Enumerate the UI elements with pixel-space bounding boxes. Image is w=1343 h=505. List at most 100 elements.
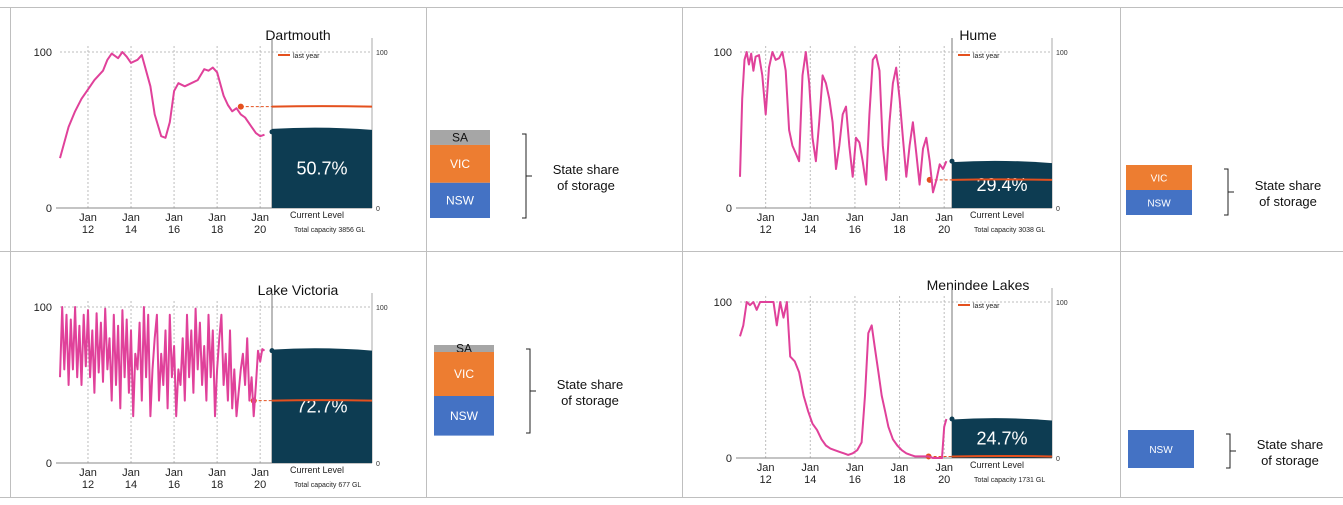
current-level-label: Current Level — [290, 210, 344, 220]
current-level-marker — [949, 416, 955, 422]
dartmouth-state-share: SA VIC NSW State share of storage — [428, 120, 658, 248]
storage-level-line — [59, 306, 266, 418]
grid-line — [0, 7, 1343, 8]
state-share-bracket — [526, 348, 536, 434]
x-tick-label: Jan — [757, 462, 775, 474]
x-tick-label: 18 — [211, 479, 223, 491]
y-tick-label: 0 — [726, 453, 732, 465]
grid-line — [426, 7, 427, 498]
state-share-segment — [434, 345, 494, 352]
grid-line — [0, 497, 1343, 498]
current-level-label: Current Level — [970, 460, 1024, 470]
current-level-label: Current Level — [290, 465, 344, 475]
x-tick-label: 20 — [254, 479, 266, 491]
y-tick-label: 100 — [34, 47, 52, 59]
x-tick-label: Jan — [846, 212, 864, 224]
total-capacity: Total capacity 3856 GL — [294, 227, 365, 234]
x-tick-label: 12 — [82, 479, 94, 491]
x-tick-label: 20 — [938, 224, 950, 236]
x-tick-label: Jan — [122, 467, 140, 479]
state-share-title: of storage — [557, 178, 615, 193]
x-tick-label: Jan — [935, 462, 953, 474]
state-share-label: NSW — [450, 409, 479, 423]
state-share-title: State share — [553, 162, 620, 177]
current-level-fill — [952, 418, 1052, 458]
hume-state-share: VIC NSW State share of storage — [1124, 155, 1343, 245]
state-share-label: SA — [452, 130, 468, 144]
state-share-title: of storage — [1259, 194, 1317, 209]
current-level-value: 29.4% — [976, 175, 1027, 195]
state-share-segment — [434, 352, 494, 396]
x-tick-label: Jan — [891, 212, 909, 224]
x-tick-label: Jan — [122, 212, 140, 224]
right-tick-label: 0 — [1056, 456, 1060, 463]
y-tick-label: 100 — [34, 302, 52, 314]
state-share-segment — [1126, 165, 1192, 190]
current-level-fill — [952, 160, 1052, 208]
x-tick-label: Jan — [846, 462, 864, 474]
current-level-fill — [272, 348, 372, 463]
legend-label: last year — [973, 303, 1000, 310]
x-tick-label: 14 — [804, 224, 816, 236]
total-capacity: Total capacity 677 GL — [294, 482, 361, 489]
last-year-marker — [237, 103, 244, 110]
lake-victoria-state-share: SA VIC NSW State share of storage — [432, 335, 662, 463]
hume-chart-panel: Hume Jan 12 Jan 14 Jan 16 Jan 18 Jan 20 0 100 100 0 29.… — [700, 20, 1100, 250]
right-tick-label: 0 — [376, 461, 380, 468]
state-share-title: of storage — [1261, 453, 1319, 468]
x-tick-label: Jan — [891, 462, 909, 474]
chart-svg: Lake VictoriaJan12Jan14Jan16Jan18Jan2001… — [34, 282, 388, 491]
x-tick-label: Jan — [251, 212, 269, 224]
state-share-segment — [430, 130, 490, 145]
x-tick-label: 12 — [760, 474, 772, 486]
x-tick-label: 16 — [168, 224, 180, 236]
right-tick-label: 100 — [376, 50, 388, 57]
state-share-segment — [1126, 190, 1192, 215]
x-tick-label: Jan — [801, 212, 819, 224]
chart-svg: Menindee LakesJan12Jan14Jan16Jan18Jan200… — [714, 277, 1068, 486]
state-share-label: VIC — [454, 367, 474, 381]
y-tick-label: 100 — [714, 297, 732, 309]
y-tick-label: 100 — [714, 47, 732, 59]
state-share-title: State share — [1255, 178, 1322, 193]
state-share-label: NSW — [1149, 445, 1173, 456]
current-level-value: 50.7% — [296, 158, 347, 178]
right-tick-label: 100 — [1056, 300, 1068, 307]
last-year-line — [271, 105, 373, 108]
state-share-segment — [1128, 430, 1194, 468]
total-capacity: Total capacity 3038 GL — [974, 227, 1045, 234]
x-tick-label: Jan — [251, 467, 269, 479]
x-tick-label: 12 — [760, 224, 772, 236]
grid-line — [0, 251, 1343, 252]
x-tick-label: Jan — [935, 212, 953, 224]
menindee-lakes-state-share: NSW State share of storage — [1126, 420, 1343, 498]
state-share-label: NSW — [446, 193, 475, 207]
dartmouth-chart-panel: Dartmouth Jan 12 Jan 14 Jan 16 Jan 18 Jan 20 0 100 10… — [20, 20, 420, 250]
x-tick-label: 14 — [125, 479, 137, 491]
x-tick-label: Jan — [757, 212, 775, 224]
last-year-line — [271, 399, 373, 402]
current-level-fill — [272, 127, 372, 208]
right-tick-label: 100 — [1056, 50, 1068, 57]
current-level-marker — [949, 158, 955, 164]
y-tick-label: 0 — [726, 203, 732, 215]
state-share-label: VIC — [1151, 174, 1168, 185]
right-tick-label: 0 — [1056, 206, 1060, 213]
x-tick-label: 18 — [211, 224, 223, 236]
state-share-segment — [434, 396, 494, 436]
x-tick-label: Jan — [165, 212, 183, 224]
x-tick-label: Jan — [165, 467, 183, 479]
grid-line — [10, 7, 11, 498]
x-tick-label: 16 — [849, 224, 861, 236]
state-share-label: VIC — [450, 157, 470, 171]
current-level-value: 72.7% — [296, 396, 347, 416]
right-tick-label: 100 — [376, 305, 388, 312]
state-share-title: State share — [1257, 437, 1324, 452]
current-level-value: 24.7% — [976, 429, 1027, 449]
